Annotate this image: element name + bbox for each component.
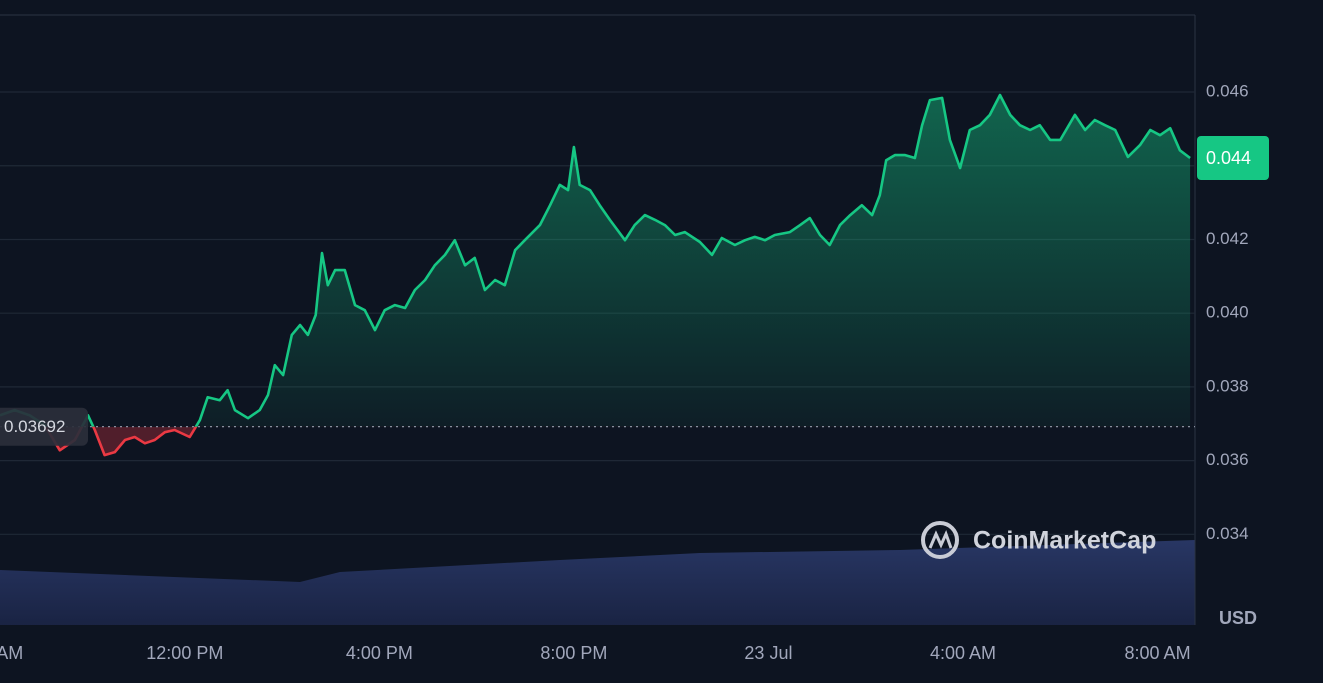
y-tick-label: 0.042 <box>1206 229 1249 248</box>
current-price-box <box>1197 136 1269 181</box>
currency-label: USD <box>1219 608 1257 628</box>
y-tick-label: 0.036 <box>1206 450 1249 469</box>
x-tick-label: 4:00 AM <box>930 643 996 663</box>
x-tick-label: 23 Jul <box>744 643 792 663</box>
y-tick-label: 0.040 <box>1206 303 1249 322</box>
current-price-label: 0.044 <box>1206 148 1251 168</box>
plot <box>0 93 1195 457</box>
baseline-label: 0.03692 <box>4 417 65 436</box>
labels: 0.034 0.036 0.038 0.040 0.042 0.044 0.046 8:00 … <box>0 82 1269 663</box>
x-tick-label: 8:00 AM <box>0 643 23 663</box>
watermark-logo-mark <box>928 530 953 549</box>
area-up <box>0 95 1191 427</box>
y-tick-label: 0.046 <box>1206 82 1249 101</box>
watermark-logo <box>921 521 959 559</box>
price-line-up <box>0 93 1191 427</box>
volume-band <box>0 540 1195 625</box>
watermark: CoinMarketCap <box>921 521 1156 559</box>
area-down <box>0 426 1191 456</box>
watermark-text: CoinMarketCap <box>973 527 1156 555</box>
x-tick-label: 4:00 PM <box>346 643 413 663</box>
y-tick-label: 0.038 <box>1206 376 1249 395</box>
x-tick-label: 8:00 PM <box>540 643 607 663</box>
x-tick-label: 12:00 PM <box>146 643 223 663</box>
y-tick-label: 0.034 <box>1206 524 1249 543</box>
x-tick-label: 8:00 AM <box>1125 643 1191 663</box>
baseline-label-box <box>0 407 88 446</box>
